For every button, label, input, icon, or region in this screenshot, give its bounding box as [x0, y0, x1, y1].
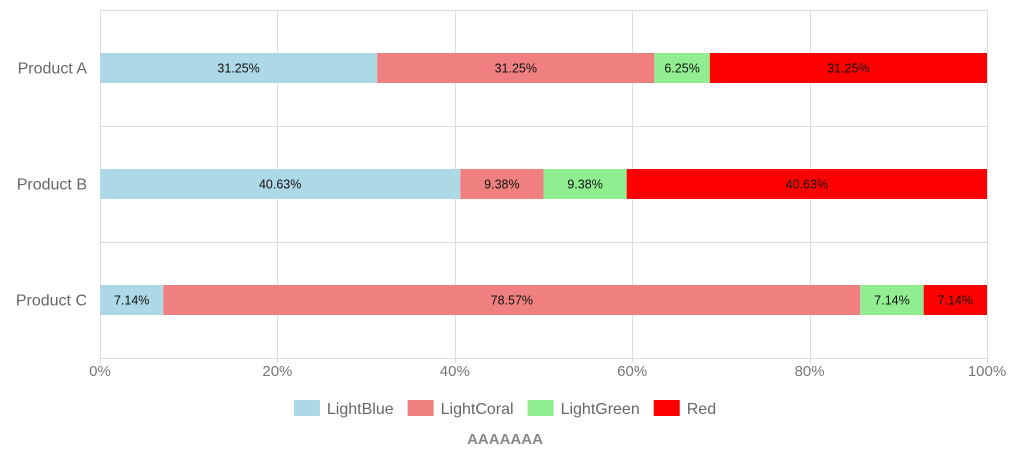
bar-data-label: 78.57% [491, 294, 533, 308]
legend-item-lightcoral[interactable]: LightCoral [407, 400, 514, 418]
bar-data-label: 31.25% [217, 62, 259, 76]
category-label: Product B [17, 177, 87, 194]
y-axis: Product A Product B Product C [16, 61, 87, 310]
x-tick-label: 60% [617, 363, 647, 380]
bar-segment-lightcoral[interactable] [163, 285, 861, 315]
bar-segment-red[interactable] [626, 169, 987, 199]
bar-segment-lightgreen[interactable] [654, 53, 710, 83]
legend-item-lightgreen[interactable]: LightGreen [527, 400, 640, 418]
legend: LightBlue LightCoral LightGreen Red [293, 400, 716, 418]
bar-data-label: 7.14% [938, 294, 973, 308]
x-tick-label: 100% [968, 363, 1006, 380]
legend-label: Red [687, 401, 716, 418]
x-tick-label: 40% [440, 363, 470, 380]
bar-data-label: 40.63% [259, 178, 301, 192]
bar-segment-lightcoral[interactable] [377, 53, 655, 83]
legend-swatch [293, 400, 320, 416]
legend-swatch [407, 400, 434, 416]
bar-segment-lightgreen[interactable] [860, 285, 924, 315]
bar-data-label: 9.38% [484, 178, 519, 192]
x-axis: 0% 20% 40% 60% 80% 100% [89, 358, 1006, 380]
bar-data-label: 40.63% [786, 178, 828, 192]
bar-data-label: 9.38% [567, 178, 602, 192]
bar-segment-red[interactable] [709, 53, 987, 83]
legend-item-red[interactable]: Red [653, 400, 716, 418]
legend-item-lightblue[interactable]: LightBlue [293, 400, 394, 418]
bar-segment-lightgreen[interactable] [543, 169, 627, 199]
legend-label: LightGreen [561, 401, 640, 418]
bar-data-label: 31.25% [827, 62, 869, 76]
bar-data-label: 6.25% [664, 62, 699, 76]
bar-data-label: 31.25% [495, 62, 537, 76]
legend-swatch [653, 400, 680, 416]
x-tick-label: 80% [795, 363, 825, 380]
legend-label: LightBlue [327, 401, 394, 418]
bar-data-label: 7.14% [114, 294, 149, 308]
x-tick-label: 20% [262, 363, 292, 380]
chart-title: AAAAAAA [467, 431, 543, 448]
bar-segment-lightblue[interactable] [100, 169, 461, 199]
bar-segment-red[interactable] [923, 285, 987, 315]
category-label: Product C [16, 293, 87, 310]
bar-segment-lightblue[interactable] [100, 285, 164, 315]
category-label: Product A [18, 61, 88, 78]
legend-label: LightCoral [441, 401, 514, 418]
legend-swatch [527, 400, 554, 416]
bars: 31.25% 31.25% 6.25% 31.25% 40.63% 9.38% 9.38% 4… [100, 53, 987, 315]
bar-data-label: 7.14% [874, 294, 909, 308]
bar-segment-lightcoral[interactable] [460, 169, 544, 199]
bar-segment-lightblue[interactable] [100, 53, 378, 83]
x-tick-label: 0% [89, 363, 111, 380]
